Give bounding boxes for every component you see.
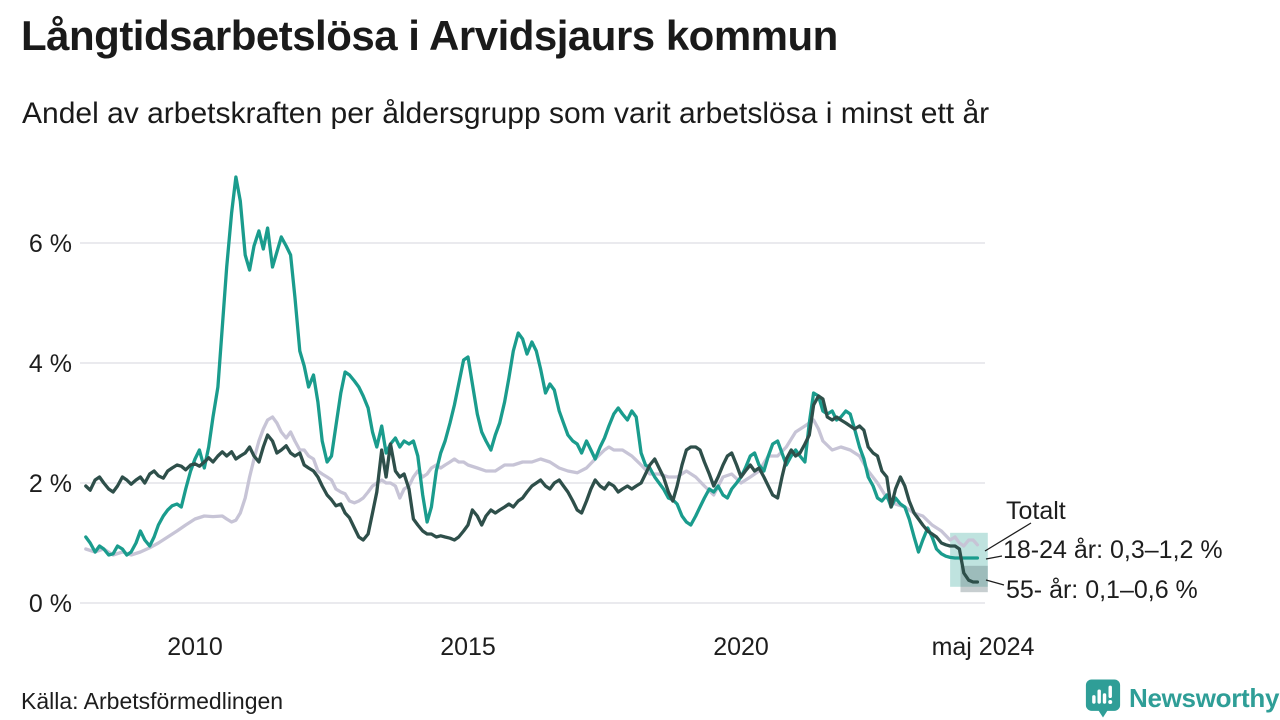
y-axis-tick-6: 6 %: [28, 230, 72, 258]
series-label-18-24: 18-24 år: 0,3–1,2 %: [1003, 536, 1223, 564]
x-axis-tick-maj-2024: maj 2024: [931, 633, 1035, 661]
x-axis-tick-2020: 2020: [713, 633, 769, 661]
newsworthy-icon: [1085, 679, 1121, 718]
y-axis-tick-0: 0 %: [28, 590, 72, 618]
source-note: Källa: Arbetsförmedlingen: [21, 688, 284, 714]
series-label-totalt: Totalt: [1006, 497, 1066, 525]
x-axis-tick-2015: 2015: [440, 633, 496, 661]
newsworthy-logo[interactable]: Newsworthy: [1084, 678, 1279, 719]
newsworthy-wordmark: Newsworthy: [1129, 683, 1280, 713]
chart-subtitle: Andel av arbetskraften per åldersgrupp s…: [22, 97, 990, 130]
y-axis-tick-2: 2 %: [28, 470, 72, 498]
series-label-55: 55- år: 0,1–0,6 %: [1006, 576, 1198, 604]
y-axis-tick-4: 4 %: [28, 350, 72, 378]
x-axis-tick-2010: 2010: [167, 633, 223, 661]
page-title: Långtidsarbetslösa i Arvidsjaurs kommun: [21, 12, 838, 59]
